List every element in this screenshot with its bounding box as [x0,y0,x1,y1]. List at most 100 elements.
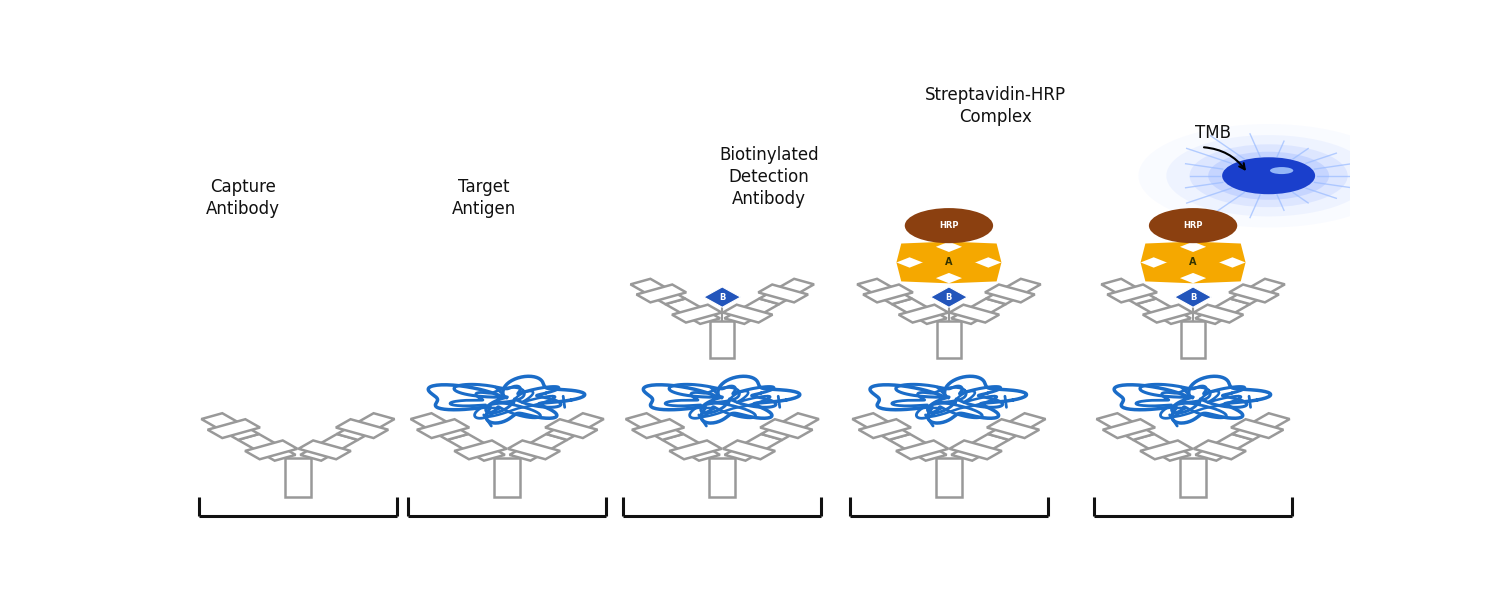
Polygon shape [760,419,813,438]
Circle shape [904,208,993,243]
Polygon shape [1180,458,1206,497]
Polygon shape [936,257,1002,283]
Polygon shape [1140,257,1206,283]
Polygon shape [890,434,946,461]
Polygon shape [201,413,260,440]
Polygon shape [1232,413,1290,440]
Polygon shape [710,321,735,358]
Polygon shape [1143,305,1192,323]
Circle shape [1190,145,1347,207]
Polygon shape [938,321,962,358]
Text: Streptavidin-HRP
Complex: Streptavidin-HRP Complex [926,86,1066,126]
Polygon shape [507,440,560,459]
Polygon shape [723,305,772,323]
Polygon shape [897,242,962,268]
Polygon shape [672,305,722,323]
Polygon shape [862,284,913,302]
Polygon shape [936,458,962,497]
Text: A: A [1190,257,1197,268]
Circle shape [1208,152,1329,200]
Circle shape [1149,208,1238,243]
Polygon shape [338,413,394,440]
Circle shape [1167,135,1371,217]
Polygon shape [1140,242,1206,268]
Text: A: A [945,257,952,268]
Text: HRP: HRP [939,221,958,230]
Polygon shape [950,305,999,323]
Polygon shape [1230,279,1286,304]
Polygon shape [950,440,1002,459]
Polygon shape [759,284,808,302]
Polygon shape [1194,440,1246,459]
Polygon shape [454,440,507,459]
Polygon shape [285,458,310,497]
Polygon shape [986,279,1041,304]
Text: B: B [945,293,952,302]
Polygon shape [704,287,741,307]
Polygon shape [1107,284,1156,302]
Polygon shape [724,299,778,324]
Polygon shape [632,419,684,438]
Polygon shape [1140,440,1192,459]
Polygon shape [663,434,720,461]
Polygon shape [447,434,506,461]
Polygon shape [858,419,910,438]
Polygon shape [544,419,597,438]
Polygon shape [951,434,1010,461]
Polygon shape [510,434,567,461]
Polygon shape [710,458,735,497]
Polygon shape [417,419,470,438]
Polygon shape [936,242,1002,268]
Polygon shape [1180,321,1204,358]
Polygon shape [988,413,1046,440]
Polygon shape [1102,419,1155,438]
Polygon shape [669,440,722,459]
Polygon shape [546,413,604,440]
Polygon shape [207,419,260,438]
Polygon shape [244,440,297,459]
Polygon shape [495,458,520,497]
Polygon shape [1232,419,1284,438]
Polygon shape [666,299,720,324]
Polygon shape [1196,299,1249,324]
Polygon shape [626,413,684,440]
Polygon shape [636,284,686,302]
Text: Target
Antigen: Target Antigen [452,178,516,218]
Polygon shape [896,440,948,459]
Polygon shape [724,434,782,461]
Polygon shape [630,279,686,304]
Polygon shape [1196,434,1252,461]
Polygon shape [892,299,946,324]
Polygon shape [986,284,1035,302]
Text: Biotinylated
Detection
Antibody: Biotinylated Detection Antibody [718,146,819,208]
Polygon shape [1180,242,1245,268]
Polygon shape [336,419,388,438]
Text: B: B [718,293,726,302]
Polygon shape [951,299,1006,324]
Polygon shape [1136,299,1191,324]
Polygon shape [300,434,358,461]
Polygon shape [930,287,968,307]
Polygon shape [852,413,910,440]
Polygon shape [1228,284,1280,302]
Polygon shape [1174,287,1212,307]
Polygon shape [898,305,948,323]
Polygon shape [987,419,1039,438]
Polygon shape [238,434,296,461]
Polygon shape [897,257,962,283]
Text: Capture
Antibody: Capture Antibody [207,178,280,218]
Ellipse shape [1270,167,1293,174]
Polygon shape [1096,413,1154,440]
Polygon shape [723,440,776,459]
Polygon shape [298,440,351,459]
Text: HRP: HRP [1184,221,1203,230]
Polygon shape [759,279,814,304]
Polygon shape [1132,434,1191,461]
Polygon shape [856,279,912,304]
Text: B: B [1190,293,1197,302]
Polygon shape [1194,305,1243,323]
Text: TMB: TMB [1196,124,1231,142]
Polygon shape [411,413,468,440]
Polygon shape [1180,257,1245,283]
Polygon shape [760,413,819,440]
